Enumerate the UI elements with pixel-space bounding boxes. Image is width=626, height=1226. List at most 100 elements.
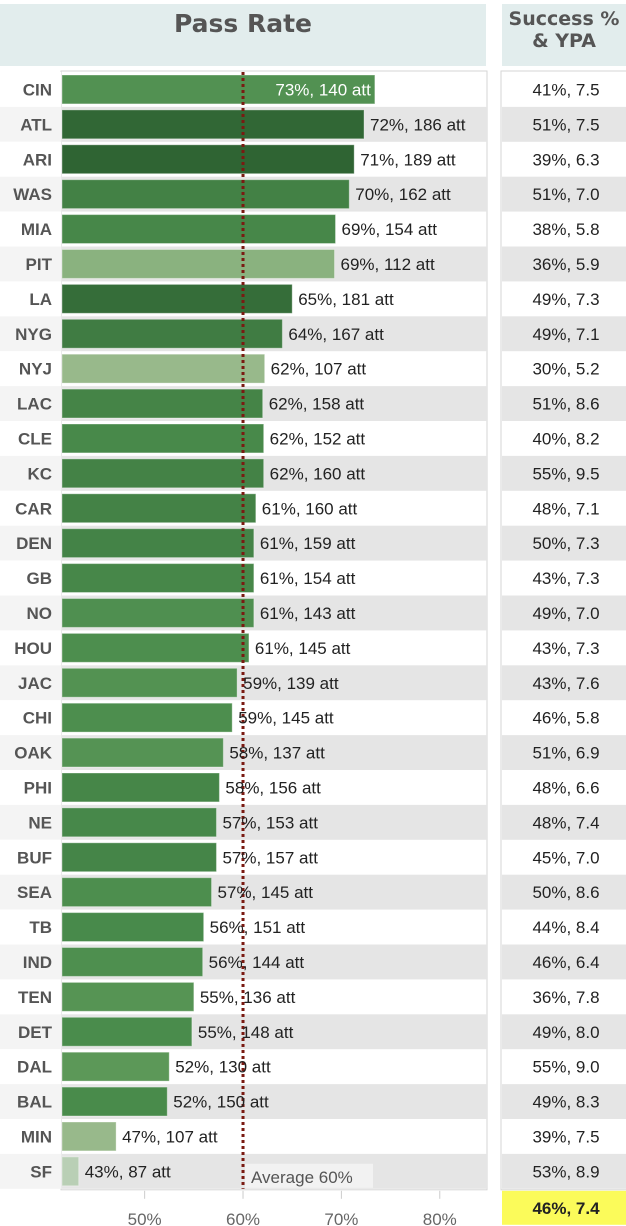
team-row-bg (0, 386, 61, 421)
success-ypa-cell: 49%, 7.3 (532, 290, 599, 309)
table-row-bg (502, 874, 626, 910)
bar (61, 353, 266, 384)
success-ypa-cell: 43%, 7.6 (532, 674, 599, 693)
bar-value-label: 56%, 144 att (209, 953, 305, 972)
team-row-bg (0, 735, 61, 770)
bar (61, 493, 257, 524)
success-ypa-cell: 49%, 7.0 (532, 604, 599, 623)
success-ypa-cell: 48%, 7.4 (532, 813, 599, 832)
team-row-bg (0, 1084, 61, 1119)
team-label: NYG (15, 325, 52, 344)
success-ypa-cell: 36%, 7.8 (532, 988, 599, 1007)
success-ypa-cell: 50%, 8.6 (532, 883, 599, 902)
success-ypa-table: 41%, 7.5 51%, 7.5 39%, 6.3 51%, 7.0 38%, 5.8… (502, 80, 626, 1225)
total-value: 46%, 7.4 (532, 1199, 600, 1218)
bar-value-label: 65%, 181 att (298, 290, 394, 309)
x-tick-label: 60% (226, 1210, 260, 1226)
team-label: DET (18, 1023, 53, 1042)
bar-value-label: 72%, 186 att (370, 115, 466, 134)
success-ypa-cell: 48%, 6.6 (532, 778, 599, 797)
bar-value-label: 56%, 151 att (210, 918, 306, 937)
bar-value-label: 52%, 130 att (175, 1058, 271, 1077)
success-ypa-cell: 43%, 7.3 (532, 569, 599, 588)
table-row-bg (502, 1014, 626, 1050)
x-tick-label: 70% (324, 1210, 358, 1226)
bar-value-label: 64%, 167 att (288, 325, 384, 344)
success-ypa-header: Success % & YPA (502, 4, 626, 66)
bar-value-label: 61%, 154 att (260, 569, 356, 588)
bar (61, 528, 255, 559)
table-row-bg (502, 386, 626, 421)
bar-value-label: 57%, 145 att (218, 883, 314, 902)
success-ypa-cell: 49%, 8.3 (532, 1093, 599, 1112)
bar (61, 877, 213, 908)
team-label: NE (28, 813, 52, 832)
bars (61, 74, 376, 1187)
success-ypa-cell: 55%, 9.5 (532, 464, 599, 483)
bar-value-label: 71%, 189 att (360, 150, 456, 169)
table-row-bg (502, 525, 626, 561)
team-row-bg (0, 72, 61, 107)
bar-value-label: 62%, 160 att (270, 464, 366, 483)
bar-value-label: 58%, 156 att (225, 778, 321, 797)
bar (61, 1156, 80, 1187)
average-label: Average 60% (251, 1168, 353, 1187)
bar-labels: CIN 73%, 140 att ATL 72%, 186 att ARI 71%, 18… (13, 80, 465, 1181)
team-label: GB (27, 569, 53, 588)
bar-value-label: 61%, 145 att (255, 639, 351, 658)
team-row-bg (0, 595, 61, 631)
team-label: JAC (18, 674, 52, 693)
bar-value-label: 61%, 159 att (260, 534, 356, 553)
bar-value-label: 58%, 137 att (229, 744, 325, 763)
success-ypa-cell: 45%, 7.0 (532, 848, 599, 867)
bar (61, 912, 205, 942)
bar (61, 179, 350, 210)
bar-value-label: 69%, 154 att (341, 220, 437, 239)
team-label: HOU (14, 639, 52, 658)
success-ypa-cell: 48%, 7.1 (532, 499, 599, 518)
team-label: WAS (13, 185, 52, 204)
success-ypa-cell: 53%, 8.9 (532, 1162, 599, 1181)
success-ypa-cell: 43%, 7.3 (532, 639, 599, 658)
team-row-bg (0, 1153, 61, 1189)
team-label: BUF (17, 848, 52, 867)
average-label-bg (245, 1163, 374, 1188)
team-row-bg (0, 246, 61, 282)
bar (61, 283, 293, 314)
team-row-bg (0, 281, 61, 317)
bar (61, 807, 217, 838)
bar (61, 1121, 117, 1152)
bar (61, 249, 336, 279)
team-row-bg (0, 316, 61, 352)
bar-value-label: 43%, 87 att (85, 1162, 171, 1181)
team-label: MIA (21, 220, 52, 239)
success-ypa-cell: 50%, 7.3 (532, 534, 599, 553)
team-row-bg (0, 211, 61, 247)
team-label: IND (23, 953, 52, 972)
success-ypa-cell: 49%, 8.0 (532, 1023, 599, 1042)
bar (61, 74, 376, 105)
bar (61, 1051, 170, 1082)
team-label: KC (27, 464, 52, 483)
team-row-bg (0, 141, 61, 177)
bar (61, 423, 265, 454)
team-label: SEA (17, 883, 52, 902)
team-label: CHI (23, 709, 52, 728)
bar (61, 772, 220, 803)
bar (61, 563, 255, 593)
table-row-bg (502, 665, 626, 701)
bar-value-label: 61%, 160 att (262, 499, 358, 518)
table-row-bg (502, 176, 626, 212)
success-ypa-cell: 51%, 6.9 (532, 744, 599, 763)
bar-value-label: 57%, 153 att (222, 813, 318, 832)
success-ypa-cell: 39%, 7.5 (532, 1127, 599, 1146)
team-label: LAC (17, 395, 52, 414)
team-label: ARI (23, 150, 52, 169)
x-axis: 50% 60% 70% 80% (128, 1190, 457, 1226)
table-row-bg (502, 316, 626, 352)
success-ypa-cell: 46%, 5.8 (532, 709, 599, 728)
bar (61, 388, 264, 419)
bar-value-label: 57%, 157 att (222, 848, 318, 867)
team-row-bg (0, 525, 61, 561)
team-row-bg (0, 490, 61, 526)
